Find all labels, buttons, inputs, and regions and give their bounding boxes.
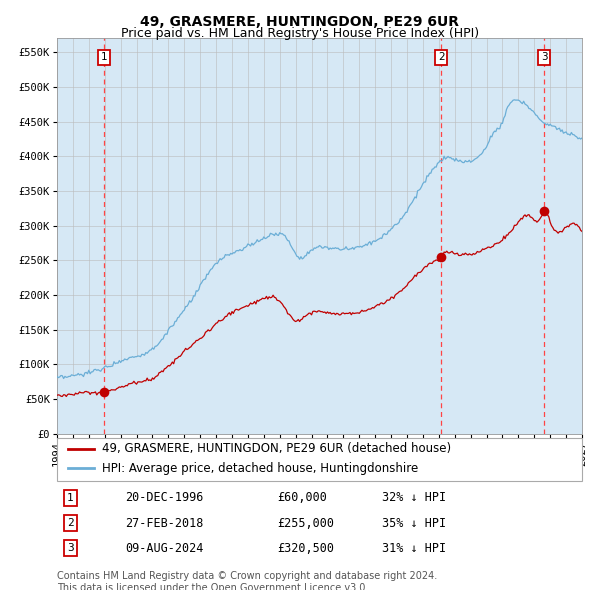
Text: Contains HM Land Registry data © Crown copyright and database right 2024.
This d: Contains HM Land Registry data © Crown c… bbox=[57, 571, 437, 590]
Text: HPI: Average price, detached house, Huntingdonshire: HPI: Average price, detached house, Hunt… bbox=[101, 461, 418, 474]
Text: 35% ↓ HPI: 35% ↓ HPI bbox=[383, 516, 446, 530]
Text: £255,000: £255,000 bbox=[277, 516, 335, 530]
Text: £60,000: £60,000 bbox=[277, 491, 328, 504]
Text: 31% ↓ HPI: 31% ↓ HPI bbox=[383, 542, 446, 555]
Text: Price paid vs. HM Land Registry's House Price Index (HPI): Price paid vs. HM Land Registry's House … bbox=[121, 27, 479, 40]
Text: 49, GRASMERE, HUNTINGDON, PE29 6UR: 49, GRASMERE, HUNTINGDON, PE29 6UR bbox=[140, 15, 460, 29]
Text: £320,500: £320,500 bbox=[277, 542, 335, 555]
Text: 3: 3 bbox=[67, 543, 74, 553]
Text: 09-AUG-2024: 09-AUG-2024 bbox=[125, 542, 203, 555]
Text: 1: 1 bbox=[101, 52, 107, 62]
Text: 3: 3 bbox=[541, 52, 547, 62]
Text: 2: 2 bbox=[67, 518, 74, 528]
Text: 1: 1 bbox=[67, 493, 74, 503]
Text: 49, GRASMERE, HUNTINGDON, PE29 6UR (detached house): 49, GRASMERE, HUNTINGDON, PE29 6UR (deta… bbox=[101, 442, 451, 455]
Text: 20-DEC-1996: 20-DEC-1996 bbox=[125, 491, 203, 504]
Text: 2: 2 bbox=[438, 52, 445, 62]
Text: 27-FEB-2018: 27-FEB-2018 bbox=[125, 516, 203, 530]
Text: 32% ↓ HPI: 32% ↓ HPI bbox=[383, 491, 446, 504]
FancyBboxPatch shape bbox=[57, 438, 582, 481]
